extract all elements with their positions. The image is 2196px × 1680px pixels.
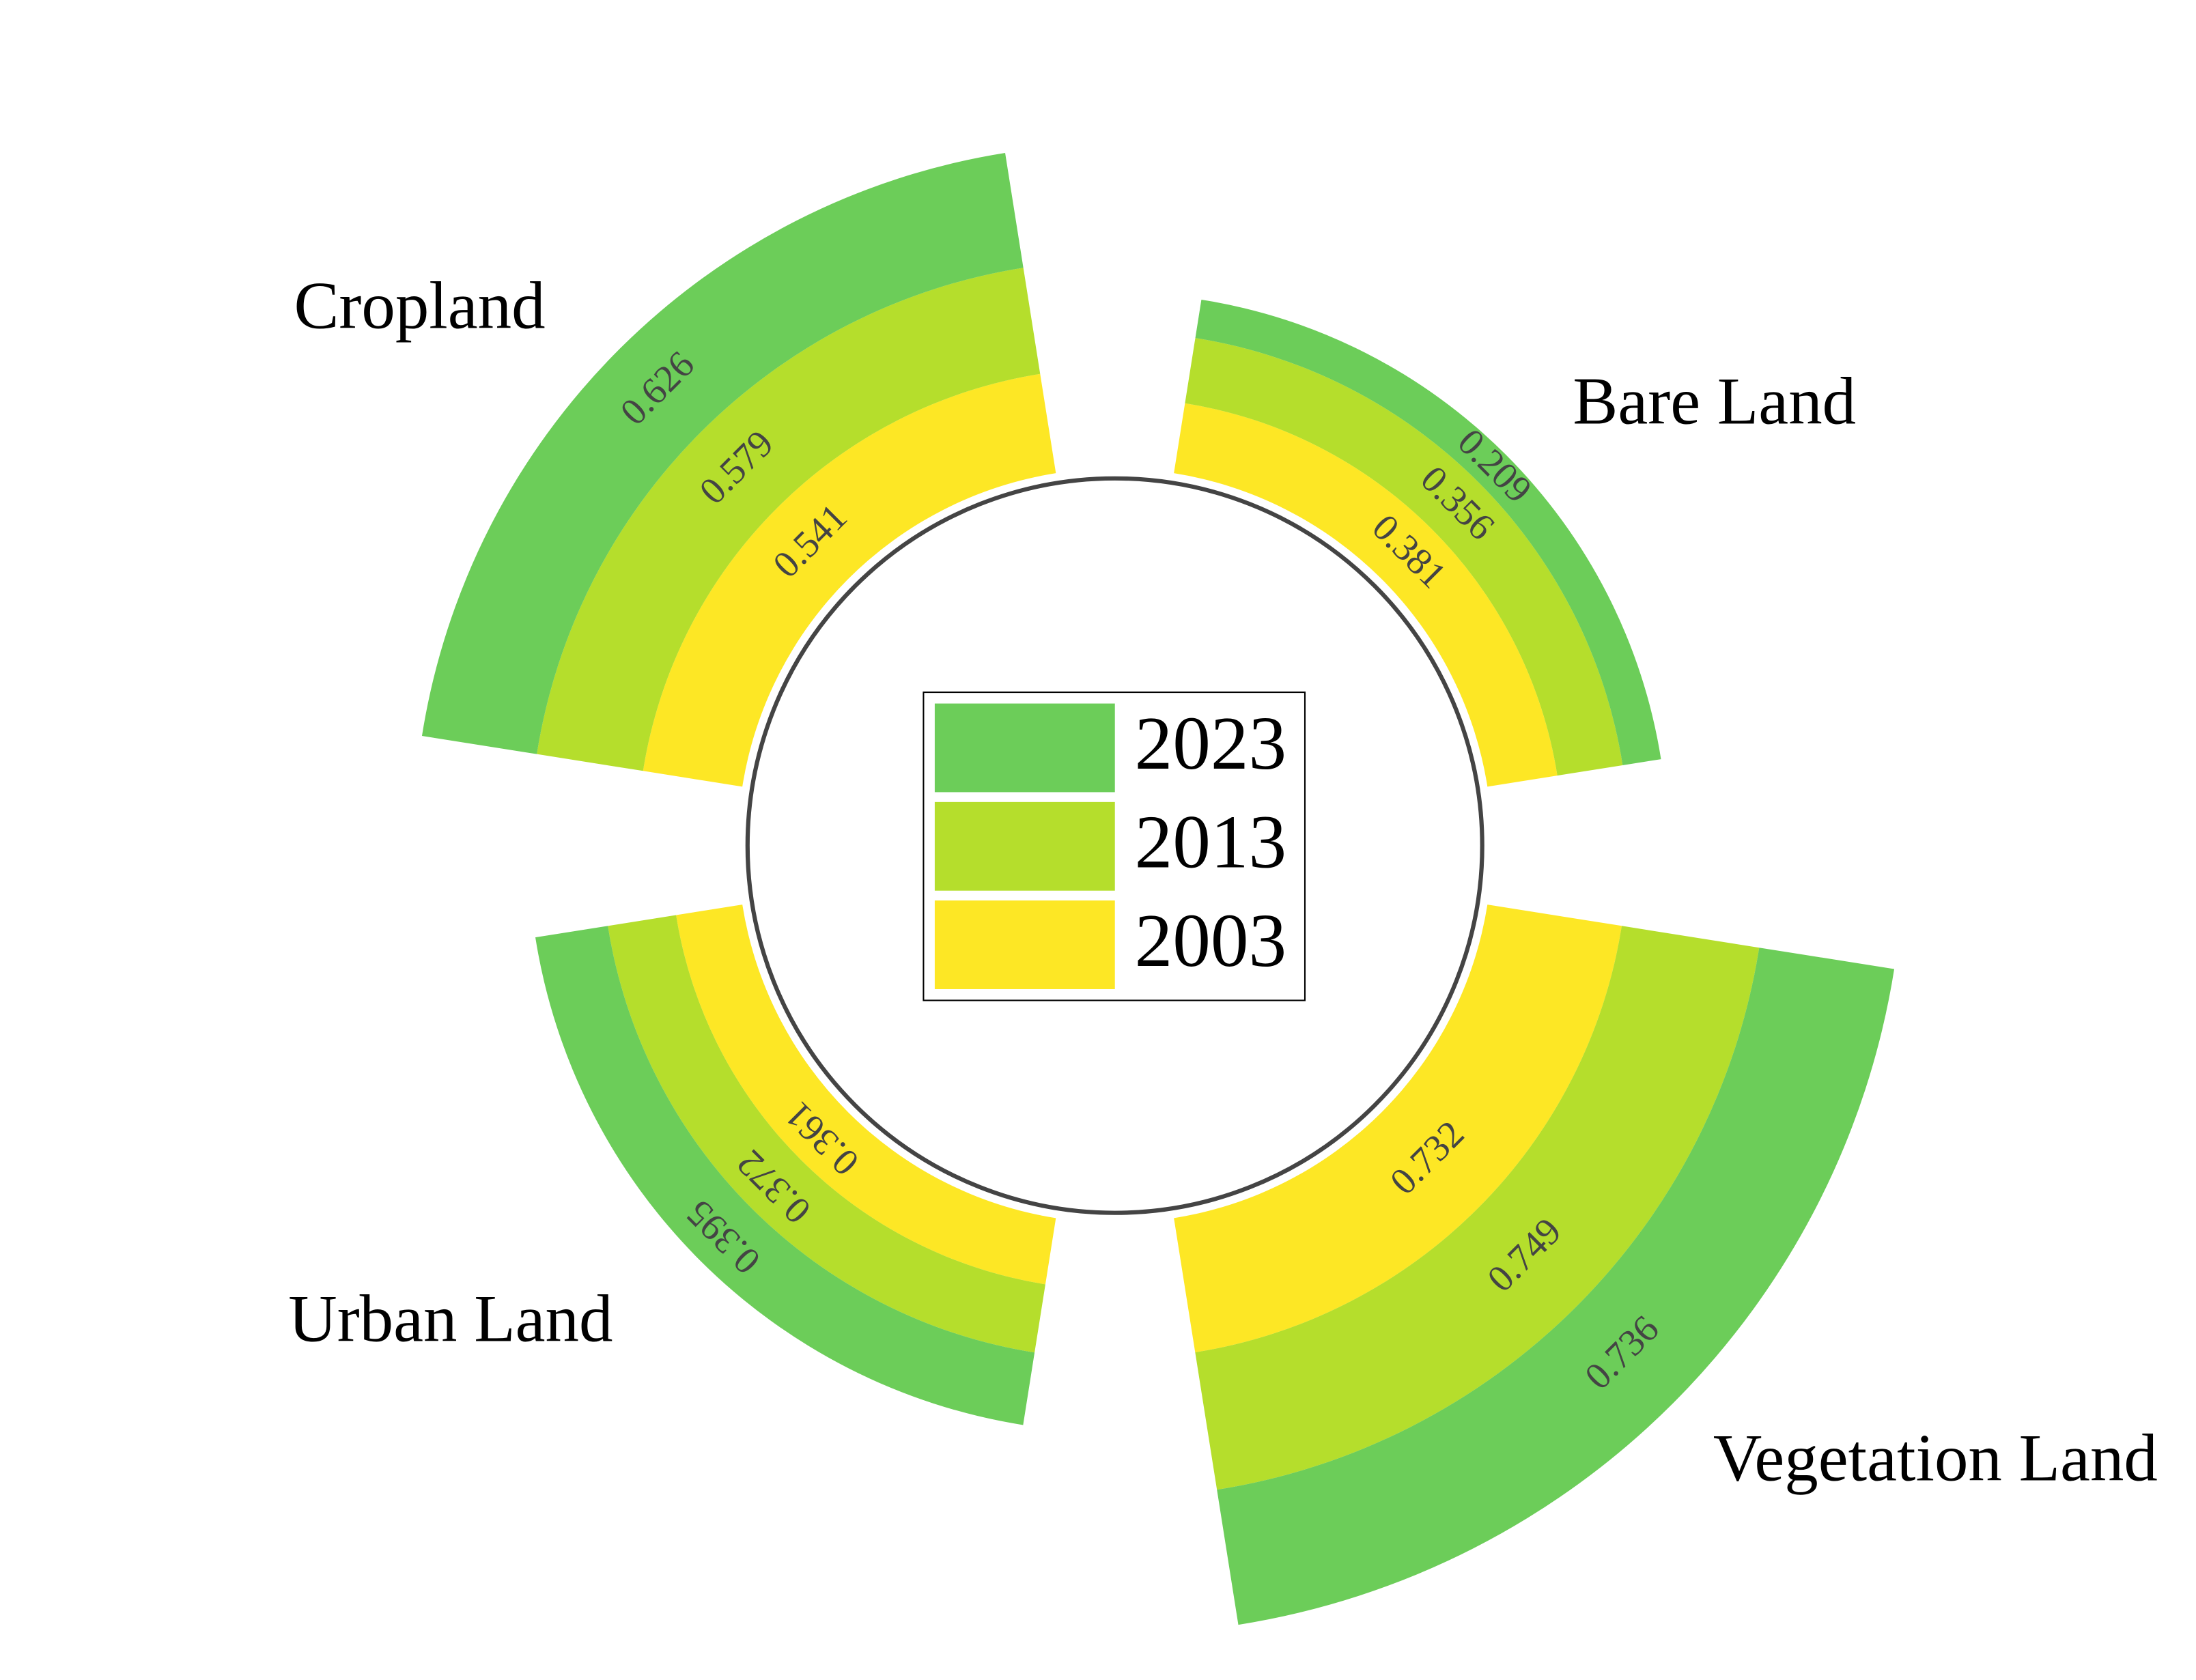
legend-label: 2023 [1135,702,1287,786]
bar-segment [1217,948,1895,1625]
bar-segment [1195,299,1661,765]
legend-swatch [934,900,1115,989]
category-label: Cropland [294,268,545,343]
bar-segment [1174,403,1558,787]
bar-segment [421,152,1024,754]
bar-segment [608,915,1045,1353]
bar-segment [1195,926,1760,1490]
category-label: Urban Land [288,1281,613,1356]
bar-segment [1174,905,1622,1353]
legend-swatch [934,801,1115,891]
bar-segment [535,926,1035,1425]
category-label: Bare Land [1573,364,1856,438]
category-label: Vegetation Land [1713,1421,2158,1495]
bar-segment [676,905,1056,1285]
bar-segment [537,268,1041,771]
bar-segment [643,373,1056,787]
bar-segment [1185,338,1623,776]
legend-swatch [934,703,1115,793]
legend-label: 2003 [1135,899,1287,983]
legend-label: 2013 [1135,800,1287,884]
